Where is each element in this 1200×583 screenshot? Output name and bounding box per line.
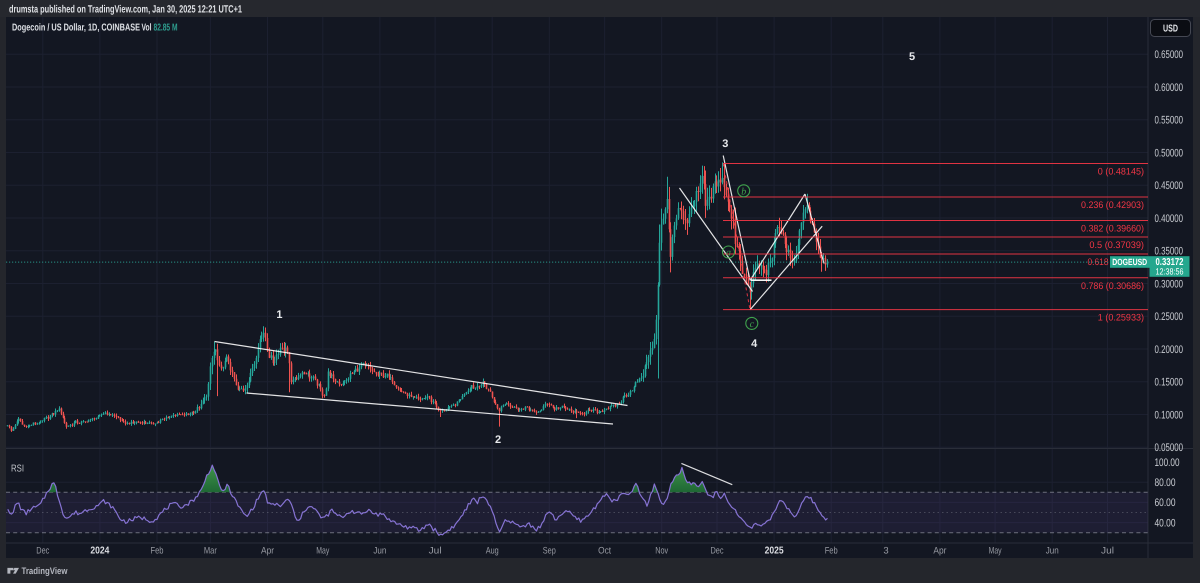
- svg-text:0.05000: 0.05000: [1155, 442, 1184, 454]
- svg-text:Dec: Dec: [36, 546, 49, 557]
- svg-text:0.45000: 0.45000: [1155, 180, 1184, 192]
- svg-text:0.20000: 0.20000: [1155, 344, 1184, 356]
- svg-text:Mar: Mar: [204, 546, 217, 557]
- svg-text:c: c: [750, 319, 755, 330]
- svg-text:4: 4: [751, 338, 758, 350]
- svg-text:May: May: [989, 546, 1002, 557]
- svg-text:1: 1: [276, 309, 282, 321]
- svg-text:0.30000: 0.30000: [1155, 278, 1184, 290]
- svg-text:0.236 (0.42903): 0.236 (0.42903): [1081, 200, 1144, 211]
- svg-text:0.382 (0.39660): 0.382 (0.39660): [1081, 224, 1144, 235]
- svg-text:3: 3: [883, 546, 888, 557]
- svg-text:0.33172: 0.33172: [1156, 257, 1184, 268]
- svg-text:0.10000: 0.10000: [1155, 409, 1184, 421]
- svg-text:May: May: [316, 546, 329, 557]
- svg-text:TradingView: TradingView: [22, 566, 68, 577]
- svg-text:Feb: Feb: [825, 546, 838, 557]
- svg-text:0.55000: 0.55000: [1155, 115, 1184, 127]
- svg-text:drumsta published on TradingVi: drumsta published on TradingView.com, Ja…: [9, 4, 242, 16]
- svg-text:3: 3: [722, 138, 728, 150]
- svg-text:0.15000: 0.15000: [1155, 377, 1184, 389]
- svg-text:0 (0.48145): 0 (0.48145): [1098, 167, 1144, 178]
- svg-text:12:38:56: 12:38:56: [1156, 266, 1184, 276]
- svg-text:Jul: Jul: [1101, 546, 1114, 557]
- svg-text:60.00: 60.00: [1155, 497, 1176, 509]
- svg-text:b: b: [741, 186, 746, 197]
- svg-text:Apr: Apr: [261, 546, 274, 557]
- svg-text:Apr: Apr: [933, 546, 946, 557]
- svg-text:Jul: Jul: [429, 546, 442, 557]
- svg-text:Dec: Dec: [711, 546, 724, 557]
- svg-text:80.00: 80.00: [1155, 477, 1176, 489]
- svg-text:Jun: Jun: [373, 546, 386, 557]
- svg-text:100.00: 100.00: [1155, 457, 1180, 469]
- svg-text:Jun: Jun: [1046, 546, 1059, 557]
- svg-text:a: a: [726, 248, 731, 259]
- svg-text:0.50000: 0.50000: [1155, 147, 1184, 159]
- svg-text:82.85 M: 82.85 M: [154, 23, 178, 34]
- svg-text:5: 5: [909, 51, 915, 63]
- svg-text:Nov: Nov: [655, 546, 668, 557]
- svg-text:0.40000: 0.40000: [1155, 213, 1184, 225]
- svg-text:0.786 (0.30686): 0.786 (0.30686): [1081, 281, 1144, 292]
- svg-text:0.60000: 0.60000: [1155, 82, 1184, 94]
- svg-text:Dogecoin / US Dollar, 1D, COIN: Dogecoin / US Dollar, 1D, COINBASE: [12, 23, 140, 34]
- svg-text:RSI: RSI: [11, 464, 24, 475]
- svg-text:2: 2: [495, 434, 501, 446]
- svg-text:0.5 (0.37039): 0.5 (0.37039): [1089, 240, 1144, 251]
- svg-text:Sep: Sep: [543, 546, 556, 557]
- svg-text:0.35000: 0.35000: [1155, 246, 1184, 258]
- svg-text:Vol: Vol: [142, 23, 152, 34]
- svg-text:DOGEUSD: DOGEUSD: [1112, 257, 1147, 267]
- svg-text:Oct: Oct: [598, 546, 611, 557]
- svg-text:2025: 2025: [765, 546, 784, 557]
- svg-text:40.00: 40.00: [1155, 517, 1176, 529]
- svg-text:0.25000: 0.25000: [1155, 311, 1184, 323]
- svg-text:0.65000: 0.65000: [1155, 49, 1184, 61]
- svg-text:Aug: Aug: [486, 546, 499, 557]
- svg-text:1 (0.25933): 1 (0.25933): [1098, 313, 1144, 324]
- svg-text:USD: USD: [1163, 24, 1178, 35]
- svg-text:Feb: Feb: [151, 546, 164, 557]
- svg-text:2024: 2024: [90, 546, 109, 557]
